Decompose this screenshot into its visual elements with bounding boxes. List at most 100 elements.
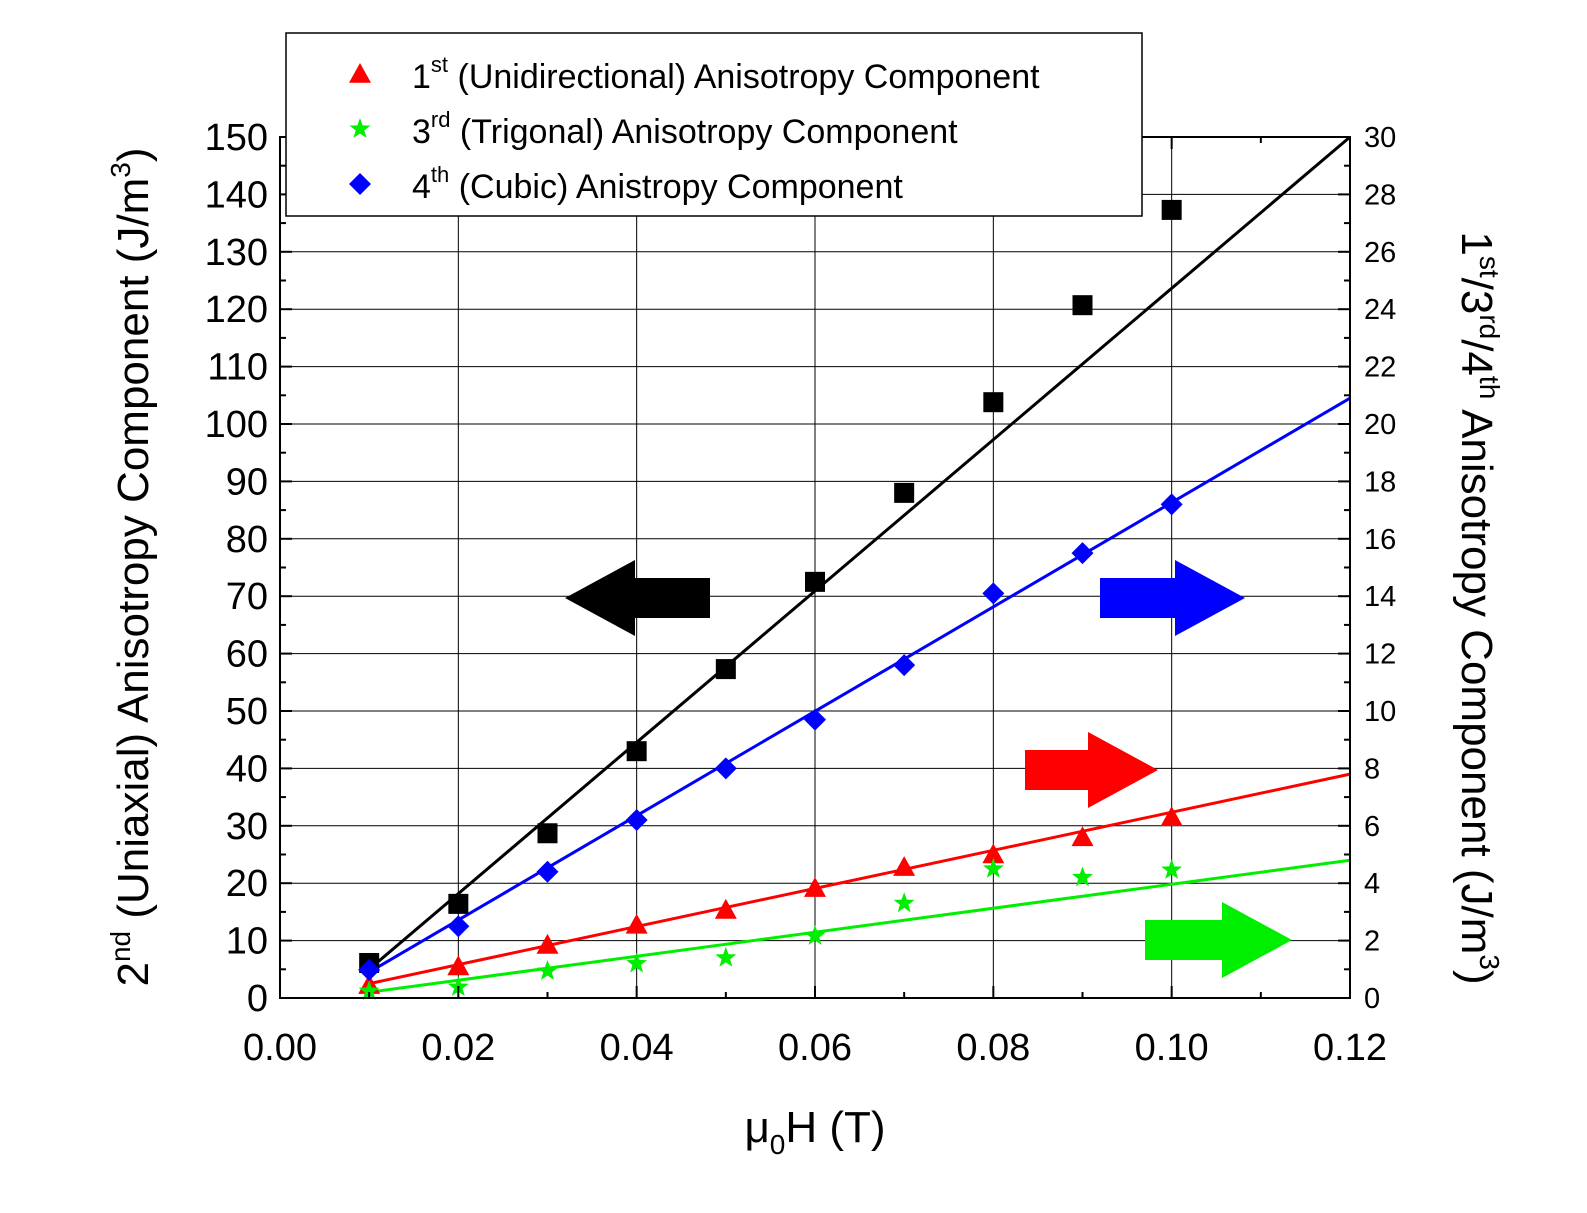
point-cubic xyxy=(447,915,470,938)
y-tick-label-left: 40 xyxy=(226,748,268,790)
legend-box xyxy=(285,32,1143,217)
y-axis-label-left: 2nd (Uniaxial) Anisotropy Component (J/m… xyxy=(105,147,158,986)
y-tick-label-right: 10 xyxy=(1364,696,1396,728)
point-trigonal xyxy=(893,892,915,913)
point-trigonal xyxy=(715,946,737,967)
point-cubic xyxy=(358,958,381,981)
y-tick-label-right: 6 xyxy=(1364,811,1380,843)
y-tick-label-left: 130 xyxy=(205,232,268,274)
point-unidirectional xyxy=(804,877,826,897)
y-tick-label-left: 110 xyxy=(207,347,268,389)
point-cubic xyxy=(893,654,916,677)
y-tick-label-left: 60 xyxy=(226,634,268,676)
y-tick-label-right: 22 xyxy=(1364,352,1396,384)
fit-line-uniaxial xyxy=(368,135,1351,971)
legend-marker-unidirectional xyxy=(349,63,371,83)
y-tick-label-right: 30 xyxy=(1364,122,1396,154)
legend-item-trigonal: 3rd (Trigonal) Anisotropy Component xyxy=(349,107,958,151)
point-trigonal xyxy=(626,952,648,973)
y-tick-label-left: 30 xyxy=(226,806,268,848)
y-tick-label-right: 2 xyxy=(1364,926,1380,958)
point-unidirectional xyxy=(536,933,559,954)
legend-marker-cubic xyxy=(349,173,371,195)
legend-label-trigonal: 3rd (Trigonal) Anisotropy Component xyxy=(412,107,958,151)
point-unidirectional xyxy=(1160,806,1183,826)
legend-item-unidirectional: 1st (Unidirectional) Anisotropy Componen… xyxy=(349,52,1040,96)
legend-marker-trigonal xyxy=(349,118,371,138)
ticks: 0.00 0.02 0.04 0.06 0.08 0.10 0.12010203040506… xyxy=(205,117,1397,1069)
y-tick-label-left: 150 xyxy=(205,117,268,159)
y-tick-label-right: 0 xyxy=(1364,983,1380,1015)
x-tick-label: 0.04 xyxy=(600,1027,674,1069)
point-trigonal xyxy=(1072,866,1093,887)
point-uniaxial xyxy=(805,571,825,592)
y-tick-label-right: 4 xyxy=(1364,868,1380,900)
point-uniaxial xyxy=(715,659,736,680)
x-tick-label: 0.00 xyxy=(243,1027,317,1069)
point-unidirectional xyxy=(982,843,1005,864)
x-tick-label: 0.12 xyxy=(1313,1027,1387,1069)
point-uniaxial xyxy=(448,893,469,914)
point-cubic xyxy=(1160,493,1183,516)
point-unidirectional xyxy=(625,913,648,934)
point-unidirectional xyxy=(447,955,470,976)
legend-label-unidirectional: 1st (Unidirectional) Anisotropy Componen… xyxy=(412,52,1040,96)
y-axis-label-right: 1st/3rd/4th Anisotropy Component (J/m3) xyxy=(1452,231,1505,984)
data-points xyxy=(358,199,1183,1000)
x-tick-label: 0.10 xyxy=(1135,1027,1209,1069)
x-tick-label: 0.02 xyxy=(421,1027,495,1069)
point-unidirectional xyxy=(893,856,916,876)
y-tick-label-right: 20 xyxy=(1364,409,1396,441)
fit-lines xyxy=(368,135,1351,994)
point-cubic xyxy=(714,757,737,780)
point-uniaxial xyxy=(626,741,647,762)
point-cubic xyxy=(982,582,1005,605)
point-cubic xyxy=(625,809,648,832)
y-tick-label-right: 12 xyxy=(1364,639,1396,671)
point-trigonal xyxy=(358,980,380,1000)
point-unidirectional xyxy=(714,898,737,919)
axis-arrows xyxy=(565,560,1292,978)
point-trigonal xyxy=(537,960,558,980)
arrow-right-unidirectional xyxy=(1025,732,1158,808)
y-tick-label-left: 80 xyxy=(226,519,268,561)
point-cubic xyxy=(1071,542,1094,565)
x-tick-label: 0.08 xyxy=(956,1027,1030,1069)
point-cubic xyxy=(804,708,826,731)
point-uniaxial xyxy=(894,482,915,503)
y-tick-label-left: 90 xyxy=(226,461,268,503)
y-tick-label-right: 28 xyxy=(1364,179,1396,211)
y-tick-label-right: 24 xyxy=(1364,294,1396,326)
point-trigonal xyxy=(804,925,826,945)
arrow-right-trigonal xyxy=(1145,902,1292,978)
arrow-right-cubic xyxy=(1100,560,1245,636)
y-tick-label-right: 18 xyxy=(1364,466,1396,498)
arrow-left-uniaxial xyxy=(565,560,710,636)
point-uniaxial xyxy=(1072,295,1093,316)
y-tick-label-right: 16 xyxy=(1364,524,1396,556)
point-unidirectional xyxy=(1071,826,1094,847)
y-tick-label-left: 20 xyxy=(226,863,268,905)
y-tick-label-right: 8 xyxy=(1364,753,1380,785)
point-uniaxial xyxy=(983,392,1004,413)
legend: 1st (Unidirectional) Anisotropy Componen… xyxy=(285,32,1143,217)
y-tick-label-right: 26 xyxy=(1364,237,1396,269)
point-uniaxial xyxy=(537,823,558,844)
point-uniaxial xyxy=(1161,199,1182,220)
legend-label-cubic: 4th (Cubic) Anistropy Component xyxy=(412,162,903,206)
point-cubic xyxy=(536,860,559,883)
x-axis-label: μ0H (T) xyxy=(744,1103,885,1160)
y-tick-label-left: 100 xyxy=(205,404,268,446)
legend-item-cubic: 4th (Cubic) Anistropy Component xyxy=(349,162,903,206)
y-tick-label-left: 10 xyxy=(226,921,268,963)
x-tick-label: 0.06 xyxy=(778,1027,852,1069)
y-tick-label-left: 50 xyxy=(226,691,268,733)
point-trigonal xyxy=(982,857,1004,878)
fit-line-cubic xyxy=(368,396,1351,974)
y-tick-label-left: 0 xyxy=(247,978,268,1020)
y-tick-label-right: 14 xyxy=(1364,581,1396,613)
fit-line-trigonal xyxy=(368,858,1351,994)
y-tick-label-left: 70 xyxy=(226,576,268,618)
point-trigonal xyxy=(1161,859,1183,879)
